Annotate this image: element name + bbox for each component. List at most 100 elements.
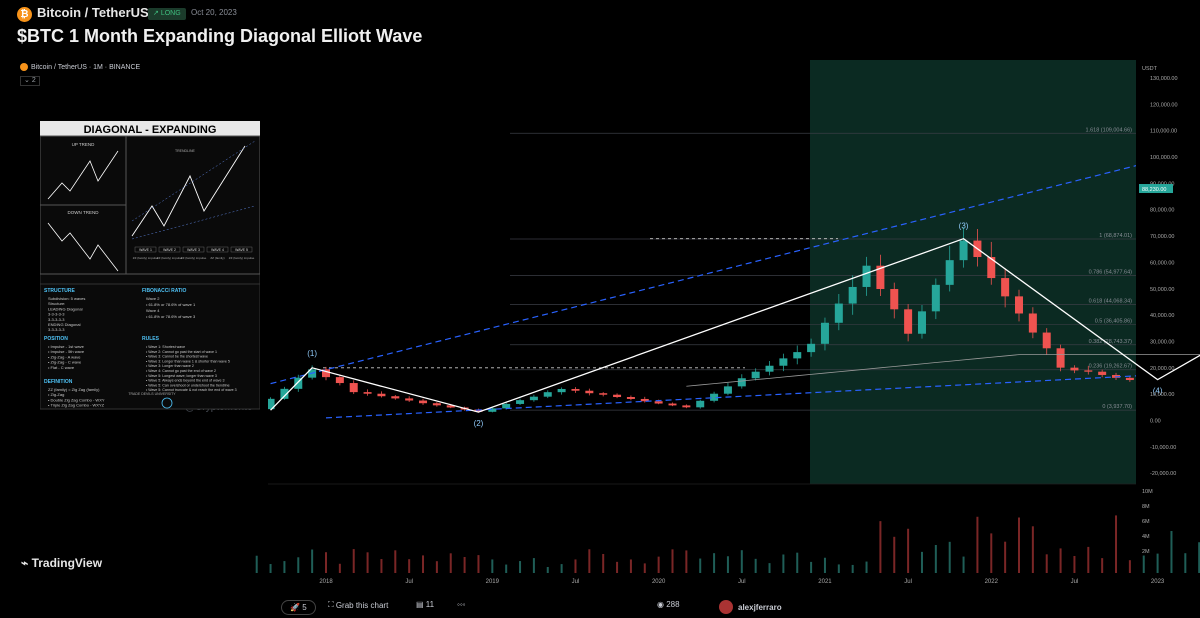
comment-icon: ▤: [416, 600, 426, 609]
collapse-count: 2: [31, 77, 36, 84]
wave-head: WAVE 2: [163, 248, 176, 252]
definition-title: DEFINITION: [44, 379, 73, 385]
position-line: • Flat - C wave: [48, 365, 75, 370]
position-line: • Zig-Zag - C wave: [48, 360, 82, 365]
structure-line: Structure:: [48, 301, 65, 306]
structure-line: 3-3-3-3-3: [48, 317, 65, 322]
bitcoin-small-icon: [20, 63, 28, 71]
x-tick-label: Jul: [904, 579, 912, 585]
position-line: • Zig-Zag - A wave: [48, 354, 81, 359]
wave-head-box: [206, 246, 229, 253]
structure-line: 3-3-3-3-3: [48, 312, 65, 317]
comment-count: 11: [425, 600, 435, 609]
x-tick-label: 2019: [486, 579, 500, 585]
wave-head-box: [158, 246, 181, 253]
university-label: TRADE DEVILS UNIVERSITY: [128, 392, 176, 396]
rules-line: • Wave 5: Longest wave; longer than wave…: [146, 374, 217, 378]
publish-date: Oct 20, 2023: [191, 8, 237, 17]
definition-line: ZZ (family) = Zig Zag (family): [48, 387, 100, 392]
chart-symbol-text: Bitcoin / TetherUS · 1M · BINANCE: [31, 63, 141, 71]
structure-line: ENDING Diagonal: [48, 322, 81, 327]
x-tick-label: 2022: [985, 579, 999, 585]
tv-logo-icon: ⌁: [21, 556, 32, 570]
position-title: POSITION: [44, 336, 68, 342]
wave-type: ZZ (family) impulse: [157, 256, 183, 260]
rules-line: • Wave 3: Longer than wave 2: [146, 364, 194, 368]
position-line: • Impulse - 1st wave: [48, 344, 85, 349]
tradingview-logo[interactable]: ⌁ TradingView: [21, 556, 102, 570]
position-line: • Impulse - 5th wave: [48, 349, 85, 354]
long-badge: ↗ LONG: [148, 8, 186, 20]
views-value: 288: [666, 600, 680, 609]
footer-bar: 🚀 5 ⛶ Grab this chart ▤ 11 ◦◦◦ ◉ 288 ale…: [0, 594, 1200, 618]
top-bar: ₿ Bitcoin / TetherUS ↗ LONG Oct 20, 2023: [0, 0, 1200, 26]
rocket-icon: 🚀: [290, 603, 303, 612]
wave-head: WAVE 1: [139, 248, 152, 252]
idea-title: $BTC 1 Month Expanding Diagonal Elliott …: [17, 26, 423, 46]
wave-type: ZZ (family) impulse: [229, 256, 255, 260]
rules-line: • Wave 3: Longer than wave 1 & shorter t…: [146, 359, 230, 363]
downtrend-label: DOWN TREND: [68, 210, 100, 215]
structure-title: STRUCTURE: [44, 288, 75, 294]
definition-line: • Double Zig Zag Combo - WXY: [48, 397, 105, 402]
x-tick-label: Jul: [1071, 579, 1079, 585]
comments-button[interactable]: ▤ 11: [416, 600, 434, 609]
fiblines-line: Wave 2: [146, 296, 160, 301]
diagonal-infographic: DIAGONAL - EXPANDING UP TREND DOWN TREND…: [40, 121, 260, 410]
boost-button[interactable]: 🚀 5: [281, 600, 316, 615]
collapse-toggle[interactable]: ⌄ 2: [20, 76, 40, 86]
x-tick-label: 2023: [1151, 579, 1165, 585]
more-icon: ◦◦◦: [457, 600, 466, 609]
wave-head: WAVE 5: [235, 248, 248, 252]
fiblines-line: • 61.8% or 78.6% of wave 1: [146, 302, 196, 307]
x-tick-label: Jul: [738, 579, 746, 585]
author-name: alexjferraro: [738, 602, 782, 612]
rules-line: • Wave 3: Cannot be the shortest wave: [146, 355, 208, 359]
bitcoin-icon: ₿: [17, 7, 32, 22]
views-count: ◉ 288: [657, 600, 680, 609]
fiblines-line: Wave 4: [146, 308, 160, 313]
structure-line: LEADING Diagonal: [48, 306, 83, 311]
pair-title[interactable]: Bitcoin / TetherUS: [37, 5, 149, 20]
wave-head: WAVE 3: [187, 248, 200, 252]
inset-title: DIAGONAL - EXPANDING: [84, 124, 217, 136]
grab-label: Grab this chart: [335, 600, 389, 610]
wave-head-box: [230, 246, 253, 253]
trendline-label: TRENDLINE: [175, 149, 196, 153]
candle-body: [1195, 358, 1200, 360]
rules-line: • Wave 1: Shortest wave: [146, 345, 185, 349]
wave-type: ZZ (family): [210, 256, 224, 260]
rules-title: RULES: [142, 336, 160, 342]
candle-body: [1181, 360, 1189, 367]
definition-line: • Zig-Zag: [48, 392, 64, 397]
more-button[interactable]: ◦◦◦: [457, 600, 466, 609]
x-tick-label: 2020: [652, 579, 666, 585]
fib-title: FIBONACCI RATIO: [142, 288, 186, 294]
x-tick-label: 2018: [319, 579, 333, 585]
x-axis: 2018Jul2019Jul2020Jul2021Jul2022Jul2023J…: [319, 579, 1165, 585]
rules-line: • Wave 4: Cannot go past the end of wave…: [146, 369, 216, 373]
definition-line: • Triple Zig Zag Combo - WXYZ: [48, 403, 105, 408]
x-tick-label: Jul: [572, 579, 580, 585]
structure-line: Subdivision: 5 waves: [48, 296, 85, 301]
x-tick-label: 2021: [818, 579, 832, 585]
grab-chart-button[interactable]: ⛶ Grab this chart: [328, 600, 388, 610]
rules-line: • Wave 5: Can overshoot or undershoot th…: [146, 383, 230, 387]
author-link[interactable]: alexjferraro: [719, 600, 782, 614]
fiblines-line: • 61.8% or 78.6% of wave 3: [146, 314, 196, 319]
chart-symbol: Bitcoin / TetherUS · 1M · BINANCE: [20, 63, 140, 71]
boost-count: 5: [302, 603, 307, 612]
grab-icon: ⛶: [328, 600, 336, 609]
rules-line: • Wave 5: Cannot truncate & not reach th…: [146, 388, 237, 392]
wave-type: ZZ (family) impulse: [181, 256, 207, 260]
rules-line: • Wave 2: Cannot go past the start of wa…: [146, 350, 217, 354]
avatar: [719, 600, 733, 614]
tv-logo-text: TradingView: [31, 556, 103, 570]
uptrend-label: UP TREND: [72, 142, 96, 147]
wave-head-box: [134, 246, 157, 253]
x-tick-label: Jul: [405, 579, 413, 585]
wave-head: WAVE 4: [211, 248, 224, 252]
wave-type: ZZ (family) impulse: [133, 256, 159, 260]
structure-line: 3-3-3-3-3: [48, 327, 65, 332]
volume-bar: [1184, 553, 1187, 573]
